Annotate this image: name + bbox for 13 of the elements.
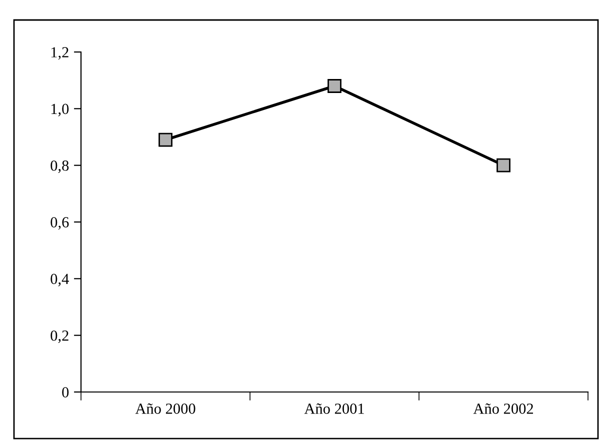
y-tick-label: 0,8 <box>50 160 69 173</box>
y-tick-label: 1,2 <box>51 47 68 60</box>
y-tick-label: 1,0 <box>51 104 69 116</box>
x-tick-label: Año 2001 <box>304 403 364 414</box>
x-tick-label: Año 2000 <box>135 403 196 414</box>
point <box>328 79 342 93</box>
y-tick-label: 0,6 <box>50 217 69 230</box>
y-tick-label: 0,2 <box>50 330 68 343</box>
x-tick-label: Año 2002 <box>473 403 533 414</box>
y-tick-label: 0 <box>62 387 69 398</box>
point <box>158 132 172 147</box>
y-tick-label: 0,4 <box>50 274 69 286</box>
point <box>496 158 510 172</box>
